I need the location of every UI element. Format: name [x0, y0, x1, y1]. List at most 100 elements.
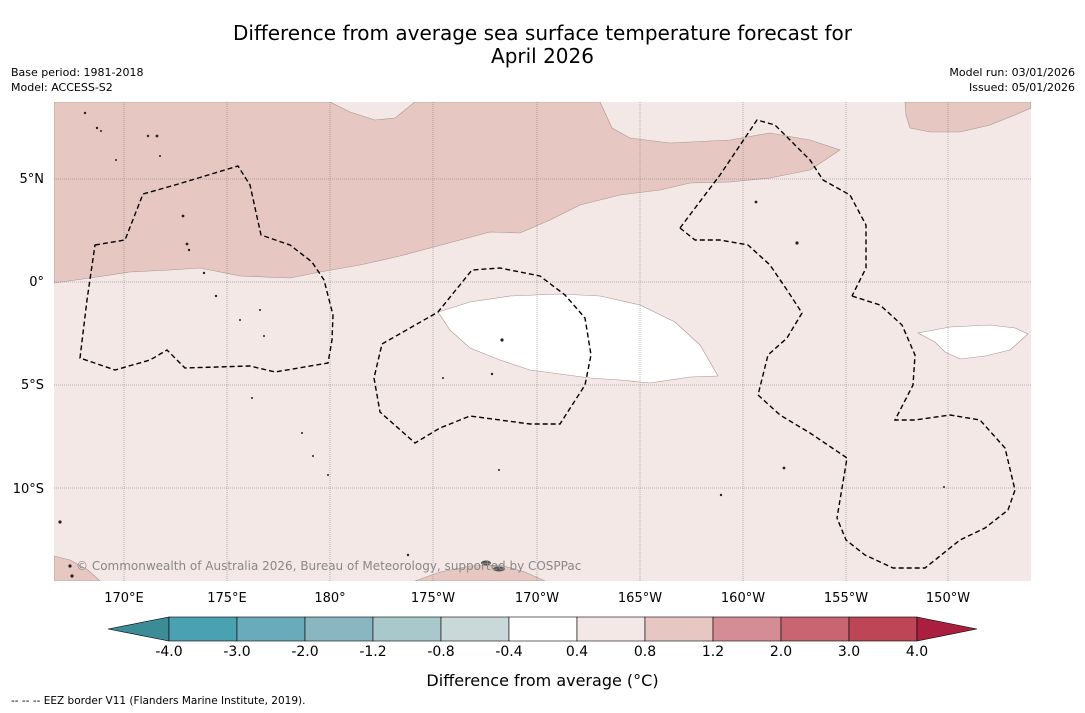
model-run: Model run: 03/01/2026 [949, 66, 1075, 79]
colorbar-extend-high [916, 616, 978, 642]
island [406, 553, 410, 557]
warm-anomaly-south-1 [54, 555, 101, 581]
colorbar-segment [372, 616, 442, 642]
eez-borders [79, 119, 1016, 569]
island [795, 241, 799, 245]
island [301, 432, 303, 434]
colorbar-tick-label: -1.2 [359, 644, 387, 660]
colorbar-title: Difference from average (°C) [426, 671, 659, 690]
islands [58, 111, 945, 578]
island [239, 319, 241, 321]
lat-label: 0° [29, 275, 44, 290]
warm-anomaly-north [54, 102, 841, 284]
colorbar-segment [780, 616, 850, 642]
eez-border-line-islands [679, 119, 867, 297]
base-period: Base period: 1981-2018 [11, 66, 144, 79]
colorbar-segment [168, 616, 238, 642]
title-line-1: Difference from average sea surface temp… [232, 21, 852, 45]
warm-anomaly-south-2 [414, 564, 546, 581]
lat-label: 10°S [13, 482, 44, 497]
model-name: Model: ACCESS-S2 [11, 81, 113, 94]
colorbar-segment [712, 616, 782, 642]
island [754, 200, 758, 204]
island [251, 397, 253, 399]
colorbar-segment [508, 616, 578, 642]
chart-title: Difference from average sea surface temp… [0, 22, 1085, 68]
island [442, 377, 444, 379]
graticule [54, 102, 1031, 581]
island [202, 271, 206, 275]
island [187, 248, 191, 252]
colorbar-tick-label: 3.0 [837, 644, 861, 660]
colorbar-tick-label: -4.0 [155, 644, 183, 660]
colorbar-segment [236, 616, 306, 642]
island [259, 309, 261, 311]
colorbar-segment [644, 616, 714, 642]
colorbar-extend-low [107, 616, 170, 642]
island-samoa [481, 560, 491, 566]
colorbar-segment [848, 616, 918, 642]
island [68, 564, 72, 568]
island [490, 372, 494, 376]
colorbar-tick-label: 0.4 [565, 644, 589, 660]
colorbar-segment [440, 616, 510, 642]
lon-label: 170°W [515, 591, 559, 606]
base-info: Base period: 1981-2018 Model: ACCESS-S2 [11, 65, 143, 95]
run-info: Model run: 03/01/2026 Issued: 05/01/2026 [949, 65, 1075, 95]
island [263, 335, 265, 337]
colorbar-tick-label: 1.2 [701, 644, 725, 660]
island [498, 469, 500, 471]
island [83, 111, 87, 115]
neutral-anomaly-east [917, 324, 1029, 360]
colorbar [107, 616, 978, 642]
copyright-notice: © Commonwealth of Australia 2026, Bureau… [76, 559, 581, 573]
lon-label: 160°W [721, 591, 765, 606]
island [181, 214, 185, 218]
island [719, 493, 723, 497]
island [185, 242, 189, 246]
island [159, 155, 161, 157]
lon-label: 150°W [926, 591, 970, 606]
colorbar-tick-label: -0.4 [495, 644, 523, 660]
island [500, 338, 504, 342]
lon-label: 175°E [207, 591, 247, 606]
island [312, 455, 314, 457]
eez-border-tokelau [373, 267, 592, 444]
island [327, 474, 329, 476]
colorbar-tick-label: -0.8 [427, 644, 455, 660]
colorbar-segment [304, 616, 374, 642]
lon-label: 170°E [104, 591, 144, 606]
issued-date: Issued: 05/01/2026 [968, 81, 1075, 94]
island [155, 134, 159, 138]
island [100, 130, 102, 132]
colorbar-tick-label: 0.8 [633, 644, 657, 660]
island [115, 159, 117, 161]
colorbar-tick-label: -2.0 [291, 644, 319, 660]
island [782, 466, 786, 470]
map-area: © Commonwealth of Australia 2026, Bureau… [54, 102, 1031, 581]
island [214, 294, 218, 298]
lat-label: 5°N [20, 172, 45, 187]
lon-label: 175°W [411, 591, 455, 606]
eez-border-french-polynesia [836, 295, 1016, 569]
eez-border-kiribati-gilbert [79, 165, 334, 373]
island-samoa [493, 566, 505, 572]
eez-border-line-islands-south [679, 227, 848, 519]
lat-label: 5°S [21, 378, 44, 393]
colorbar-tick-label: 4.0 [905, 644, 929, 660]
neutral-anomaly-center [437, 293, 719, 384]
lon-label: 155°W [824, 591, 868, 606]
lon-label: 180° [314, 591, 345, 606]
island [146, 134, 150, 138]
island [70, 574, 74, 578]
warm-anomaly-northeast [904, 102, 1031, 133]
colorbar-tick-label: 2.0 [769, 644, 793, 660]
eez-legend-note: -- -- -- EEZ border V11 (Flanders Marine… [11, 695, 306, 707]
lon-label: 165°W [618, 591, 662, 606]
title-line-2: April 2026 [491, 44, 594, 68]
island [58, 520, 62, 524]
colorbar-segment [576, 616, 646, 642]
island [95, 126, 99, 130]
island [943, 486, 945, 488]
